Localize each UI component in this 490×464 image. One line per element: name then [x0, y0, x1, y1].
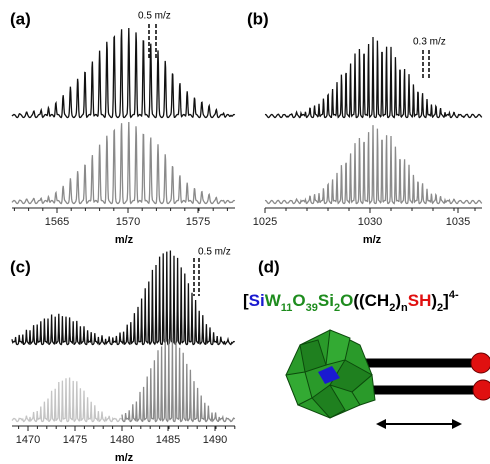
formula-part: Si — [249, 291, 265, 310]
formula-part: 4- — [449, 289, 459, 301]
formula-part: O — [340, 291, 353, 310]
spectrum — [264, 125, 483, 205]
x-axis-label: m/z — [115, 234, 134, 246]
formula-part: ) — [395, 291, 401, 310]
x-tick-label: 1565 — [45, 216, 69, 228]
panel-label: (d) — [258, 257, 280, 276]
x-tick-label: 1480 — [110, 434, 134, 446]
x-tick-label: 1490 — [203, 434, 227, 446]
formula-part: ((CH — [353, 291, 389, 310]
x-tick-label: 1035 — [446, 216, 470, 228]
x-axis-label: m/z — [363, 234, 382, 246]
x-tick-label: 1470 — [16, 434, 40, 446]
spectrum — [11, 121, 236, 205]
x-axis-label: m/z — [115, 452, 134, 464]
spectrum — [11, 377, 126, 423]
x-tick-label: 1030 — [358, 216, 382, 228]
x-tick-label: 1575 — [186, 216, 210, 228]
formula-part: W — [265, 291, 282, 310]
formula: [SiW11O39Si2O((CH2)nSH)2]4- — [243, 289, 459, 314]
formula-part: ] — [443, 291, 449, 310]
formula-part: ) — [431, 291, 437, 310]
formula-part: n — [401, 302, 408, 314]
panel-label: (b) — [247, 9, 269, 28]
spectrum — [11, 250, 235, 346]
x-tick-label: 1485 — [156, 434, 180, 446]
formula-part: 39 — [306, 302, 318, 314]
molecule — [285, 329, 490, 429]
annotation: 0.5 m/z — [198, 247, 231, 258]
panel-label: (a) — [10, 9, 31, 28]
formula-part: [ — [243, 291, 249, 310]
spectrum — [121, 337, 236, 423]
panel-label: (c) — [10, 257, 31, 276]
formula-part: SH — [408, 291, 432, 310]
annotation: 0.3 m/z — [413, 37, 446, 48]
formula-part: 11 — [281, 302, 293, 314]
spectrum — [264, 36, 483, 119]
formula-part: 2 — [334, 302, 340, 314]
spectrum — [11, 27, 236, 119]
formula-part: Si — [318, 291, 334, 310]
x-tick-label: 1570 — [116, 216, 140, 228]
formula-part: O — [292, 291, 305, 310]
formula-part: 2 — [437, 302, 443, 314]
formula-part: 2 — [389, 302, 395, 314]
x-tick-label: 1025 — [253, 216, 277, 228]
annotation: 0.5 m/z — [138, 11, 171, 22]
x-tick-label: 1475 — [63, 434, 87, 446]
